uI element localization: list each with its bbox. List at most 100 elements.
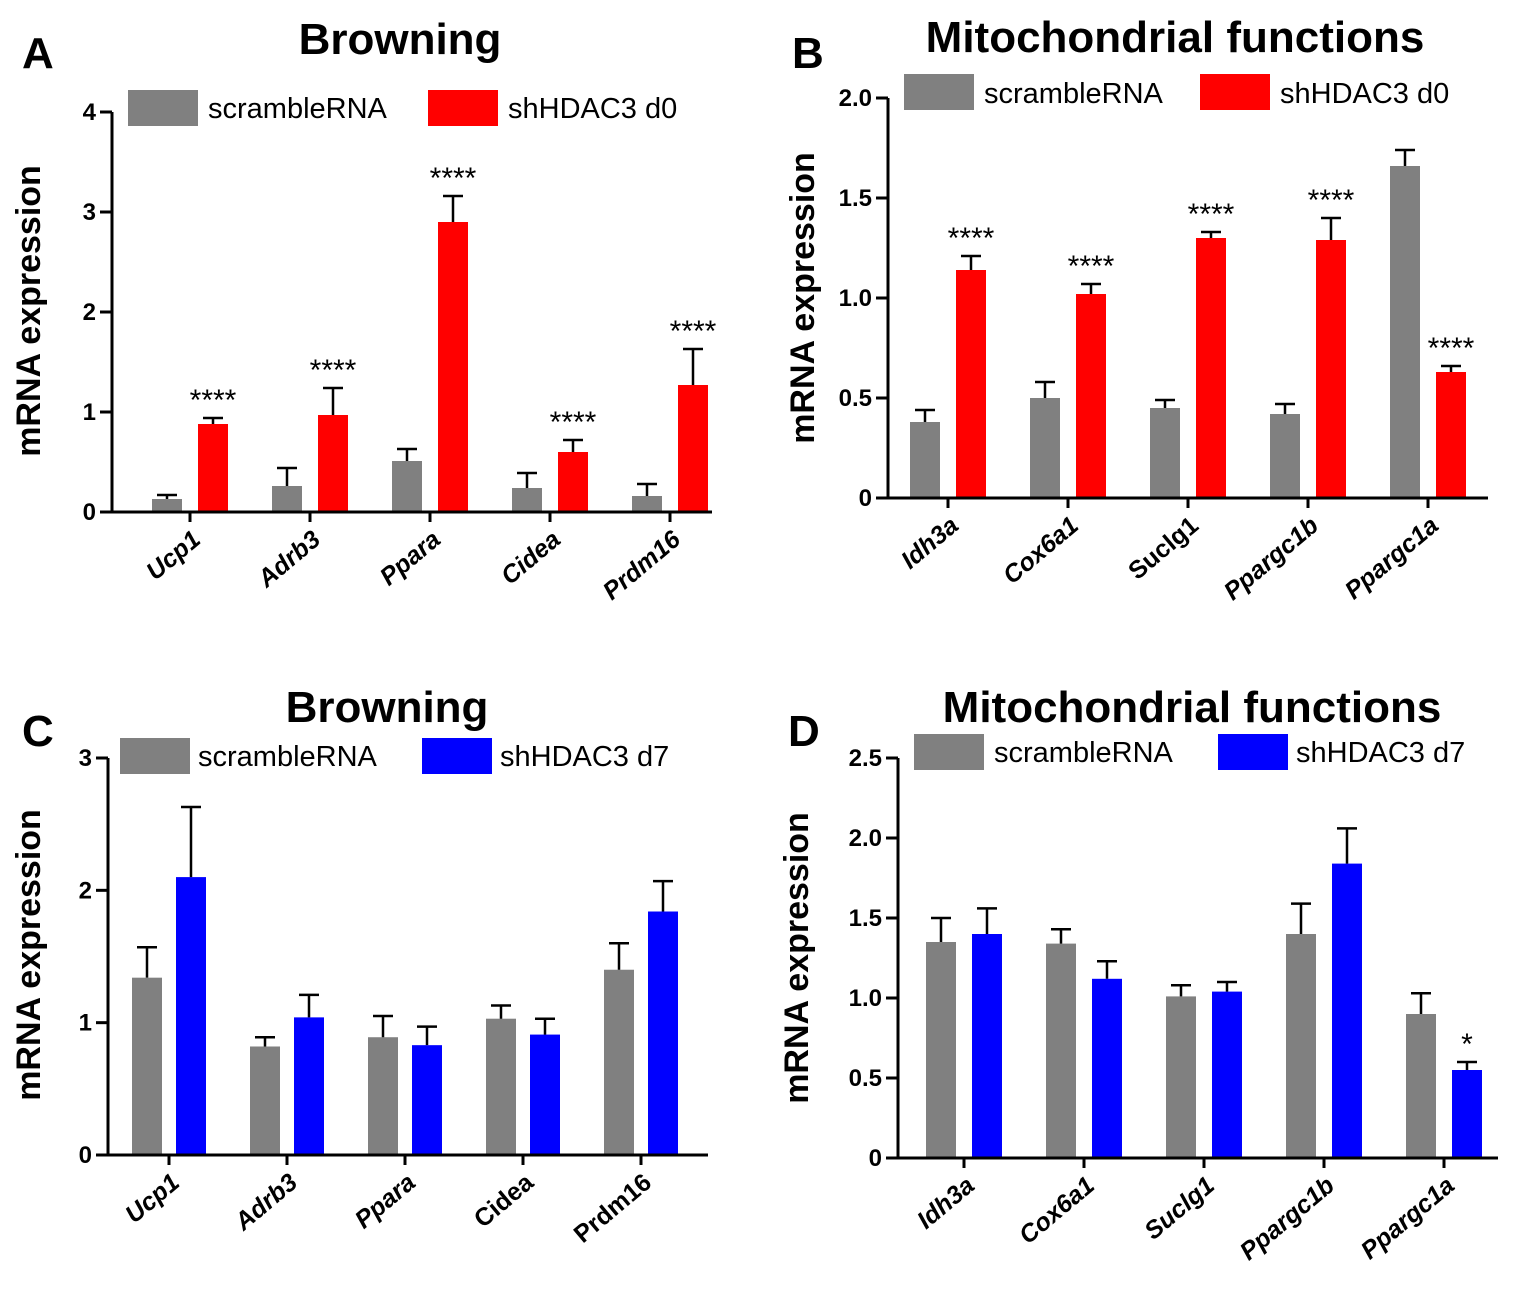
legend-label-b-1: shHDAC3 d0 — [1280, 78, 1449, 110]
bar-d-1-0 — [972, 934, 1002, 1158]
bar-b-0-3 — [1270, 414, 1300, 498]
bar-a-0-1 — [272, 486, 302, 512]
errorbar-b-0-0 — [915, 408, 935, 422]
panel-a: A Browning mRNA expression scrambleRNA s… — [10, 15, 717, 606]
category-label-c-0: Ucp1 — [120, 1168, 185, 1229]
errorbar-a-0-2 — [397, 447, 417, 461]
bar-b-1-4 — [1436, 372, 1466, 498]
significance-d-1-4: * — [1461, 1028, 1473, 1061]
legend-a: scrambleRNA shHDAC3 d0 — [128, 90, 677, 126]
category-label-a-3: Cidea — [496, 525, 566, 590]
title-d: Mitochondrial functions — [943, 683, 1442, 732]
bar-c-0-0 — [132, 977, 162, 1155]
legend-label-a-0: scrambleRNA — [208, 93, 388, 125]
errorbar-a-1-0 — [203, 416, 223, 424]
errorbar-b-1-0 — [961, 254, 981, 270]
bar-a-0-4 — [632, 496, 662, 512]
category-label-c-2: Ppara — [350, 1168, 421, 1234]
ytick-label-a-0: 0 — [83, 499, 96, 526]
bar-b-1-3 — [1316, 240, 1346, 498]
category-label-b-2: Suclg1 — [1123, 511, 1204, 585]
errorbar-d-1-2 — [1217, 980, 1237, 992]
ytick-label-d-1: 0.5 — [849, 1065, 882, 1092]
bar-c-0-2 — [368, 1037, 398, 1155]
title-c: Browning — [286, 683, 489, 732]
errorbar-c-0-4 — [609, 942, 629, 970]
significance-b-1-0: **** — [948, 222, 995, 255]
errorbar-b-0-2 — [1155, 398, 1175, 408]
errorbar-a-0-0 — [157, 493, 177, 499]
legend-b: scrambleRNA shHDAC3 d0 — [904, 74, 1449, 110]
bar-c-1-4 — [648, 911, 678, 1155]
errorbar-a-1-3 — [563, 438, 583, 452]
legend-swatch-b-0 — [904, 74, 974, 110]
plot-area-a: 0 1 2 3 4 **** Ucp1 **** Adrb3 **** Ppara **** Cidea… — [83, 99, 717, 606]
ytick-label-c-3: 3 — [79, 745, 92, 772]
errorbar-c-1-2 — [417, 1025, 437, 1046]
axes-a — [110, 112, 712, 514]
significance-b-1-3: **** — [1308, 184, 1355, 217]
errorbar-c-0-3 — [491, 1004, 511, 1019]
errorbar-c-1-3 — [535, 1017, 555, 1035]
errorbar-c-1-0 — [181, 805, 201, 878]
category-label-c-4: Prdm16 — [569, 1168, 657, 1248]
legend-d: scrambleRNA shHDAC3 d7 — [914, 734, 1465, 770]
panel-d: D Mitochondrial functions mRNA expressio… — [778, 683, 1498, 1266]
category-label-b-4: Ppargc1a — [1340, 511, 1444, 605]
bar-c-1-0 — [176, 877, 206, 1155]
errorbar-c-0-2 — [373, 1014, 393, 1038]
ytick-label-c-1: 1 — [79, 1010, 92, 1037]
category-label-b-0: Idh3a — [896, 511, 964, 574]
bar-c-1-1 — [294, 1017, 324, 1155]
bar-b-0-4 — [1390, 166, 1420, 498]
category-label-a-4: Prdm16 — [598, 524, 687, 605]
category-label-a-0: Ucp1 — [141, 525, 206, 586]
category-label-a-1: Adrb3 — [252, 525, 326, 594]
bar-a-1-4 — [678, 385, 708, 512]
ytick-label-a-4: 4 — [83, 99, 97, 126]
errorbar-d-0-3 — [1291, 902, 1311, 934]
errorbar-a-1-2 — [443, 194, 463, 222]
legend-label-d-1: shHDAC3 d7 — [1296, 737, 1465, 769]
ytick-label-a-3: 3 — [83, 199, 96, 226]
errorbar-d-1-3 — [1337, 827, 1357, 864]
legend-label-d-0: scrambleRNA — [994, 737, 1174, 769]
errorbar-a-0-3 — [517, 471, 537, 488]
errorbar-b-1-4 — [1441, 364, 1461, 372]
axes-c — [106, 758, 708, 1157]
significance-b-1-4: **** — [1428, 332, 1475, 365]
bar-d-0-4 — [1406, 1014, 1436, 1158]
legend-c: scrambleRNA shHDAC3 d7 — [120, 738, 669, 774]
ylabel-d: mRNA expression — [778, 812, 816, 1104]
errorbar-c-0-1 — [255, 1035, 275, 1047]
axes-d — [896, 758, 1498, 1160]
legend-swatch-d-0 — [914, 734, 984, 770]
legend-swatch-a-1 — [428, 90, 498, 126]
legend-swatch-d-1 — [1218, 734, 1288, 770]
bar-d-0-1 — [1046, 943, 1076, 1158]
bar-a-0-0 — [152, 499, 182, 512]
bar-b-0-2 — [1150, 408, 1180, 498]
errorbar-d-0-2 — [1171, 983, 1191, 997]
category-label-a-2: Ppara — [375, 525, 446, 591]
bar-d-0-3 — [1286, 934, 1316, 1158]
errorbar-a-1-4 — [683, 347, 703, 385]
bar-a-1-1 — [318, 415, 348, 512]
bar-c-0-4 — [604, 969, 634, 1155]
errorbar-c-1-4 — [653, 879, 673, 912]
panel-c: C Browning mRNA expression scrambleRNA s… — [10, 683, 708, 1249]
significance-a-1-0: **** — [190, 384, 237, 417]
legend-swatch-a-0 — [128, 90, 198, 126]
significance-a-1-1: **** — [310, 354, 357, 387]
panel-label-a: A — [22, 29, 54, 78]
title-a: Browning — [299, 15, 502, 64]
bar-a-1-0 — [198, 424, 228, 512]
category-label-d-0: Idh3a — [912, 1171, 980, 1234]
bar-d-0-0 — [926, 942, 956, 1158]
bar-b-1-0 — [956, 270, 986, 498]
plot-area-b: 0 0.5 1.0 1.5 2.0 **** Idh3a **** Cox6a1 **** Sucl… — [839, 85, 1475, 606]
errorbar-c-1-1 — [299, 993, 319, 1018]
errorbar-d-1-1 — [1097, 959, 1117, 979]
bar-b-0-1 — [1030, 398, 1060, 498]
